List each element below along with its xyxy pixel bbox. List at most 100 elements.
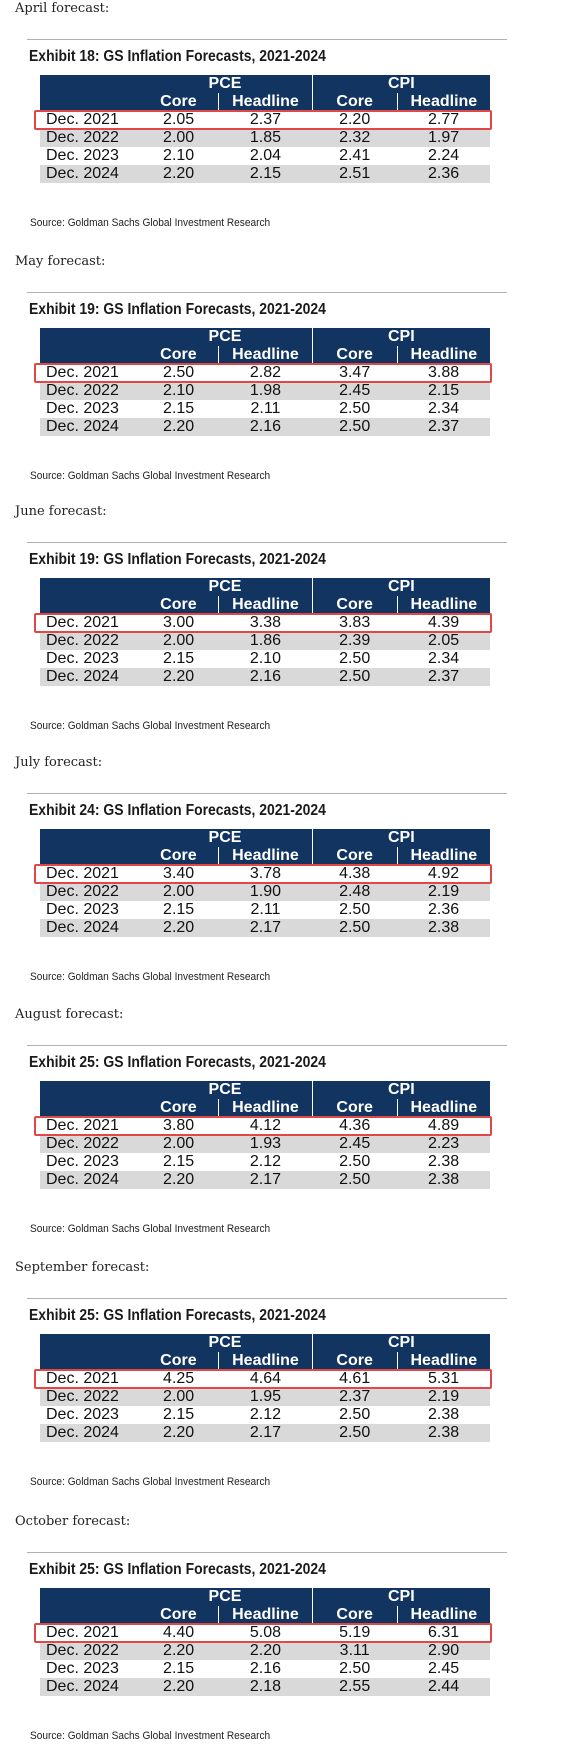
header-blank: [40, 346, 139, 364]
pce-headline-cell: 2.16: [249, 1660, 282, 1677]
pce-core-cell: 2.20: [163, 1424, 195, 1441]
divider: [27, 292, 507, 293]
pce-headline-header: Headline: [218, 93, 313, 111]
pce-core-header: Core: [138, 596, 219, 614]
pce-core-cell: 2.15: [163, 1406, 195, 1423]
forecast-table: PCE CPI Core Headline Core Headline Dec.…: [40, 1081, 490, 1189]
exhibit-title: Exhibit 24: GS Inflation Forecasts, 2021…: [29, 802, 326, 819]
source-note: Source: Goldman Sachs Global Investment …: [30, 1476, 271, 1488]
cpi-core-cell: 3.47: [339, 364, 371, 381]
cpi-core-cell: 2.50: [339, 1424, 371, 1441]
pce-core-header: Core: [138, 847, 219, 865]
header-blank: [40, 578, 139, 596]
cpi-core-cell: 2.50: [339, 901, 371, 918]
row-label: Dec. 2023: [46, 1660, 119, 1677]
cpi-core-header: Core: [311, 596, 398, 614]
cpi-headline-cell: 2.05: [428, 632, 460, 649]
table-row: Dec. 2023 2.15 2.10 2.50 2.34: [40, 650, 490, 668]
cpi-headline-cell: 2.24: [428, 147, 460, 164]
table-row: Dec. 2021 2.50 2.82 3.47 3.88: [40, 364, 490, 382]
pce-core-header: Core: [138, 346, 219, 364]
table-row: Dec. 2024 2.20 2.17 2.50 2.38: [40, 919, 490, 937]
cpi-headline-cell: 6.31: [428, 1624, 460, 1641]
table-row: Dec. 2021 3.40 3.78 4.38 4.92: [40, 865, 490, 883]
cpi-core-cell: 4.38: [339, 865, 371, 882]
pce-core-header: Core: [138, 1099, 219, 1117]
row-label: Dec. 2024: [46, 1171, 119, 1188]
table-row: Dec. 2024 2.20 2.18 2.55 2.44: [40, 1678, 490, 1696]
pce-headline-header: Headline: [218, 346, 313, 364]
source-note: Source: Goldman Sachs Global Investment …: [30, 217, 271, 229]
cpi-group-header: CPI: [311, 1588, 490, 1606]
row-label: Dec. 2022: [46, 1135, 119, 1152]
cpi-core-cell: 2.45: [339, 1135, 371, 1152]
cpi-group-header: CPI: [311, 1334, 490, 1352]
header-blank: [40, 1352, 139, 1370]
forecast-block: September forecast: Exhibit 25: GS Infla…: [0, 1260, 570, 1500]
header-blank: [40, 328, 139, 346]
table-row: Dec. 2023 2.15 2.12 2.50 2.38: [40, 1153, 490, 1171]
pce-headline-header: Headline: [218, 1606, 313, 1624]
forecast-table: PCE CPI Core Headline Core Headline Dec.…: [40, 328, 490, 436]
forecast-table: PCE CPI Core Headline Core Headline Dec.…: [40, 75, 490, 183]
cpi-headline-header: Headline: [396, 346, 490, 364]
cpi-core-header: Core: [311, 93, 398, 111]
pce-headline-cell: 2.10: [249, 650, 282, 667]
pce-core-cell: 2.50: [163, 364, 195, 381]
cpi-headline-cell: 2.77: [428, 111, 460, 128]
pce-core-cell: 2.20: [163, 668, 195, 685]
forecast-block: May forecast: Exhibit 19: GS Inflation F…: [0, 254, 570, 494]
pce-headline-cell: 2.16: [249, 418, 282, 435]
cpi-headline-header: Headline: [396, 1352, 490, 1370]
cpi-headline-cell: 1.97: [428, 129, 460, 146]
source-note: Source: Goldman Sachs Global Investment …: [30, 1223, 271, 1235]
exhibit-title: Exhibit 25: GS Inflation Forecasts, 2021…: [29, 1054, 326, 1071]
table-row: Dec. 2024 2.20 2.17 2.50 2.38: [40, 1171, 490, 1189]
forecast-table: PCE CPI Core Headline Core Headline Dec.…: [40, 1334, 490, 1442]
row-label: Dec. 2021: [46, 865, 119, 882]
row-label: Dec. 2024: [46, 1678, 119, 1695]
table-row: Dec. 2023 2.15 2.12 2.50 2.38: [40, 1406, 490, 1424]
table-row: Dec. 2023 2.15 2.11 2.50 2.36: [40, 901, 490, 919]
cpi-core-cell: 2.50: [339, 650, 371, 667]
cpi-headline-cell: 3.88: [428, 364, 460, 381]
table-row: Dec. 2022 2.10 1.98 2.45 2.15: [40, 382, 490, 400]
pce-headline-cell: 2.17: [249, 919, 282, 936]
header-blank: [40, 1588, 139, 1606]
pce-headline-header: Headline: [218, 1352, 313, 1370]
pce-headline-cell: 2.12: [249, 1153, 282, 1170]
pce-core-cell: 2.10: [163, 147, 195, 164]
source-note: Source: Goldman Sachs Global Investment …: [30, 720, 271, 732]
cpi-headline-cell: 4.92: [428, 865, 460, 882]
pce-core-cell: 2.20: [163, 919, 195, 936]
pce-core-cell: 2.00: [163, 632, 195, 649]
cpi-headline-cell: 2.90: [428, 1642, 460, 1659]
forecast-month-label: June forecast:: [15, 504, 107, 519]
cpi-headline-cell: 2.38: [428, 1171, 460, 1188]
pce-core-header: Core: [138, 1352, 219, 1370]
cpi-group-header: CPI: [311, 75, 490, 93]
row-label: Dec. 2022: [46, 1642, 119, 1659]
cpi-headline-cell: 2.36: [428, 165, 460, 182]
pce-headline-cell: 2.16: [249, 668, 282, 685]
divider: [27, 1298, 507, 1299]
exhibit-title: Exhibit 25: GS Inflation Forecasts, 2021…: [29, 1561, 326, 1578]
cpi-core-cell: 2.32: [339, 129, 371, 146]
table-row: Dec. 2024 2.20 2.16 2.50 2.37: [40, 668, 490, 686]
pce-headline-cell: 2.17: [249, 1424, 282, 1441]
forecast-block: April forecast: Exhibit 18: GS Inflation…: [0, 1, 570, 241]
pce-headline-cell: 2.82: [249, 364, 282, 381]
table-row: Dec. 2021 3.00 3.38 3.83 4.39: [40, 614, 490, 632]
table-row: Dec. 2024 2.20 2.17 2.50 2.38: [40, 1424, 490, 1442]
row-label: Dec. 2022: [46, 129, 119, 146]
pce-group-header: PCE: [138, 829, 313, 847]
table-row: Dec. 2022 2.00 1.95 2.37 2.19: [40, 1388, 490, 1406]
cpi-core-cell: 2.50: [339, 668, 371, 685]
row-label: Dec. 2024: [46, 1424, 119, 1441]
forecast-table: PCE CPI Core Headline Core Headline Dec.…: [40, 1588, 490, 1696]
pce-headline-cell: 4.12: [249, 1117, 282, 1134]
pce-headline-cell: 2.17: [249, 1171, 282, 1188]
cpi-headline-cell: 2.19: [428, 883, 460, 900]
row-label: Dec. 2022: [46, 632, 119, 649]
pce-group-header: PCE: [138, 1081, 313, 1099]
